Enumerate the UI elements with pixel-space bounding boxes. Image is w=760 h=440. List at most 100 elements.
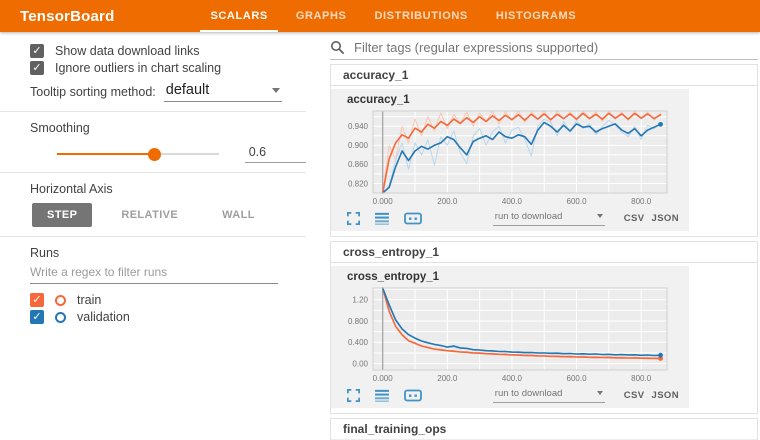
svg-text:0.860: 0.860 bbox=[348, 160, 369, 169]
axis-wall-button[interactable]: WALL bbox=[222, 209, 255, 221]
svg-text:600.0: 600.0 bbox=[567, 374, 588, 383]
tab-distributions[interactable]: DISTRIBUTIONS bbox=[374, 10, 468, 22]
json-link[interactable]: JSON bbox=[651, 389, 679, 401]
section-cross-entropy-header[interactable]: cross_entropy_1 bbox=[343, 245, 440, 259]
divider bbox=[0, 236, 306, 237]
fit-domain-icon[interactable] bbox=[404, 389, 422, 402]
run-validation-checkbox[interactable]: ✓ bbox=[30, 310, 44, 324]
ignore-outliers-row: ✓ Ignore outliers in chart scaling bbox=[30, 61, 306, 75]
section-accuracy: accuracy_1 accuracy_1 0.000 200.0 400.0 600… bbox=[330, 64, 758, 237]
section-accuracy-header[interactable]: accuracy_1 bbox=[343, 68, 409, 82]
accuracy-card-title: accuracy_1 bbox=[347, 94, 410, 106]
run-to-download-select[interactable]: run to download bbox=[492, 387, 605, 403]
smoothing-slider-row: 0.6 bbox=[57, 145, 306, 163]
svg-text:0.400: 0.400 bbox=[348, 338, 369, 347]
svg-text:800.0: 800.0 bbox=[631, 197, 652, 206]
csv-link[interactable]: CSV bbox=[623, 389, 645, 401]
run-train-checkbox[interactable]: ✓ bbox=[30, 293, 44, 307]
tooltip-sorting-row: Tooltip sorting method: default bbox=[30, 81, 306, 102]
spacer bbox=[0, 284, 306, 290]
runs-filter-input[interactable]: Write a regex to filter runs bbox=[30, 265, 278, 284]
chevron-down-icon bbox=[596, 214, 603, 218]
horizontal-axis-buttons: STEP RELATIVE WALL bbox=[32, 203, 306, 227]
accuracy-card: accuracy_1 0.000 200.0 400.0 600.0 800.0 0.82… bbox=[331, 89, 689, 231]
run-to-download-label: run to download bbox=[494, 210, 563, 222]
toggle-log-scale-icon[interactable] bbox=[375, 389, 389, 402]
ignore-outliers-label: Ignore outliers in chart scaling bbox=[55, 61, 222, 75]
svg-text:1.20: 1.20 bbox=[352, 296, 368, 305]
expand-chart-icon[interactable] bbox=[347, 211, 360, 225]
nav-tabs: SCALARS GRAPHS DISTRIBUTIONS HISTOGRAMS bbox=[196, 0, 590, 32]
svg-text:400.0: 400.0 bbox=[502, 374, 523, 383]
chevron-down-icon bbox=[596, 391, 603, 395]
svg-text:200.0: 200.0 bbox=[437, 197, 458, 206]
json-link[interactable]: JSON bbox=[651, 212, 679, 224]
show-download-links-label: Show data download links bbox=[55, 44, 200, 58]
tooltip-sorting-value: default bbox=[165, 82, 210, 98]
show-download-links-checkbox[interactable]: ✓ bbox=[30, 44, 44, 58]
tab-graphs[interactable]: GRAPHS bbox=[295, 10, 347, 22]
axis-step-button[interactable]: STEP bbox=[32, 203, 93, 227]
filter-tags-input[interactable]: Filter tags (regular expressions support… bbox=[354, 40, 599, 55]
svg-text:0.000: 0.000 bbox=[373, 374, 394, 383]
tab-histograms[interactable]: HISTOGRAMS bbox=[495, 10, 577, 22]
tooltip-sorting-select[interactable]: default bbox=[163, 81, 282, 102]
filter-tags-row: Filter tags (regular expressions support… bbox=[330, 36, 758, 60]
svg-text:200.0: 200.0 bbox=[437, 374, 458, 383]
svg-text:0.820: 0.820 bbox=[348, 179, 369, 188]
show-download-links-row: ✓ Show data download links bbox=[30, 44, 306, 58]
chevron-down-icon bbox=[271, 87, 280, 93]
run-validation-color-swatch bbox=[55, 311, 66, 323]
run-train-color-swatch bbox=[55, 294, 66, 306]
app-title: TensorBoard bbox=[20, 7, 115, 25]
main-content: Filter tags (regular expressions support… bbox=[330, 32, 758, 440]
cross-entropy-card: cross_entropy_1 0.000 200.0 400.0 600.0 800.… bbox=[331, 266, 689, 408]
divider bbox=[0, 172, 306, 173]
smoothing-label: Smoothing bbox=[30, 121, 90, 135]
svg-text:0.000: 0.000 bbox=[373, 197, 394, 206]
run-row-validation: ✓ validation bbox=[30, 310, 306, 324]
svg-text:0.900: 0.900 bbox=[348, 141, 369, 150]
section-final-training-ops-header[interactable]: final_training_ops bbox=[343, 422, 447, 436]
fit-domain-icon[interactable] bbox=[404, 212, 422, 225]
section-final-training-ops: final_training_ops bbox=[330, 418, 758, 440]
csv-link[interactable]: CSV bbox=[623, 212, 645, 224]
svg-text:0.800: 0.800 bbox=[348, 317, 369, 326]
settings-sidebar: ✓ Show data download links ✓ Ignore outl… bbox=[0, 32, 306, 440]
svg-text:0.940: 0.940 bbox=[348, 122, 369, 131]
run-to-download-select[interactable]: run to download bbox=[492, 210, 605, 226]
slider-thumb[interactable] bbox=[148, 147, 162, 161]
section-cross-entropy-body: cross_entropy_1 0.000 200.0 400.0 600.0 800.… bbox=[331, 262, 757, 413]
toggle-log-scale-icon[interactable] bbox=[375, 212, 389, 225]
section-cross-entropy: cross_entropy_1 cross_entropy_1 0.000 200… bbox=[330, 241, 758, 414]
run-validation-label: validation bbox=[77, 310, 130, 324]
smoothing-value-field[interactable]: 0.6 bbox=[244, 145, 306, 163]
svg-text:600.0: 600.0 bbox=[567, 197, 588, 206]
run-row-train: ✓ train bbox=[30, 293, 306, 307]
cross-entropy-card-footer: run to download CSV JSON bbox=[347, 385, 679, 405]
runs-label: Runs bbox=[30, 246, 60, 260]
cross-entropy-card-title: cross_entropy_1 bbox=[347, 271, 440, 283]
accuracy-card-footer: run to download CSV JSON bbox=[347, 208, 679, 228]
app-header: TensorBoard SCALARS GRAPHS DISTRIBUTIONS… bbox=[0, 0, 760, 32]
smoothing-slider[interactable] bbox=[57, 147, 219, 161]
expand-chart-icon[interactable] bbox=[347, 388, 360, 402]
accuracy-chart[interactable]: 0.000 200.0 400.0 600.0 800.0 0.820 0.860 0.900… bbox=[333, 107, 673, 207]
tooltip-sorting-label: Tooltip sorting method: bbox=[30, 84, 156, 99]
search-icon bbox=[331, 41, 345, 55]
svg-text:400.0: 400.0 bbox=[502, 197, 523, 206]
ignore-outliers-checkbox[interactable]: ✓ bbox=[30, 61, 44, 75]
divider bbox=[0, 111, 306, 112]
svg-text:800.0: 800.0 bbox=[631, 374, 652, 383]
tab-scalars[interactable]: SCALARS bbox=[196, 0, 281, 32]
svg-text:0.00: 0.00 bbox=[352, 359, 368, 368]
slider-fill bbox=[57, 153, 155, 155]
cross-entropy-chart[interactable]: 0.000 200.0 400.0 600.0 800.0 0.00 0.400 0.800 1… bbox=[333, 284, 673, 384]
axis-relative-button[interactable]: RELATIVE bbox=[121, 209, 179, 221]
run-to-download-label: run to download bbox=[494, 387, 563, 399]
download-links: CSV JSON bbox=[617, 390, 679, 401]
download-links: CSV JSON bbox=[617, 213, 679, 224]
horizontal-axis-label: Horizontal Axis bbox=[30, 182, 113, 196]
run-train-label: train bbox=[77, 293, 102, 307]
